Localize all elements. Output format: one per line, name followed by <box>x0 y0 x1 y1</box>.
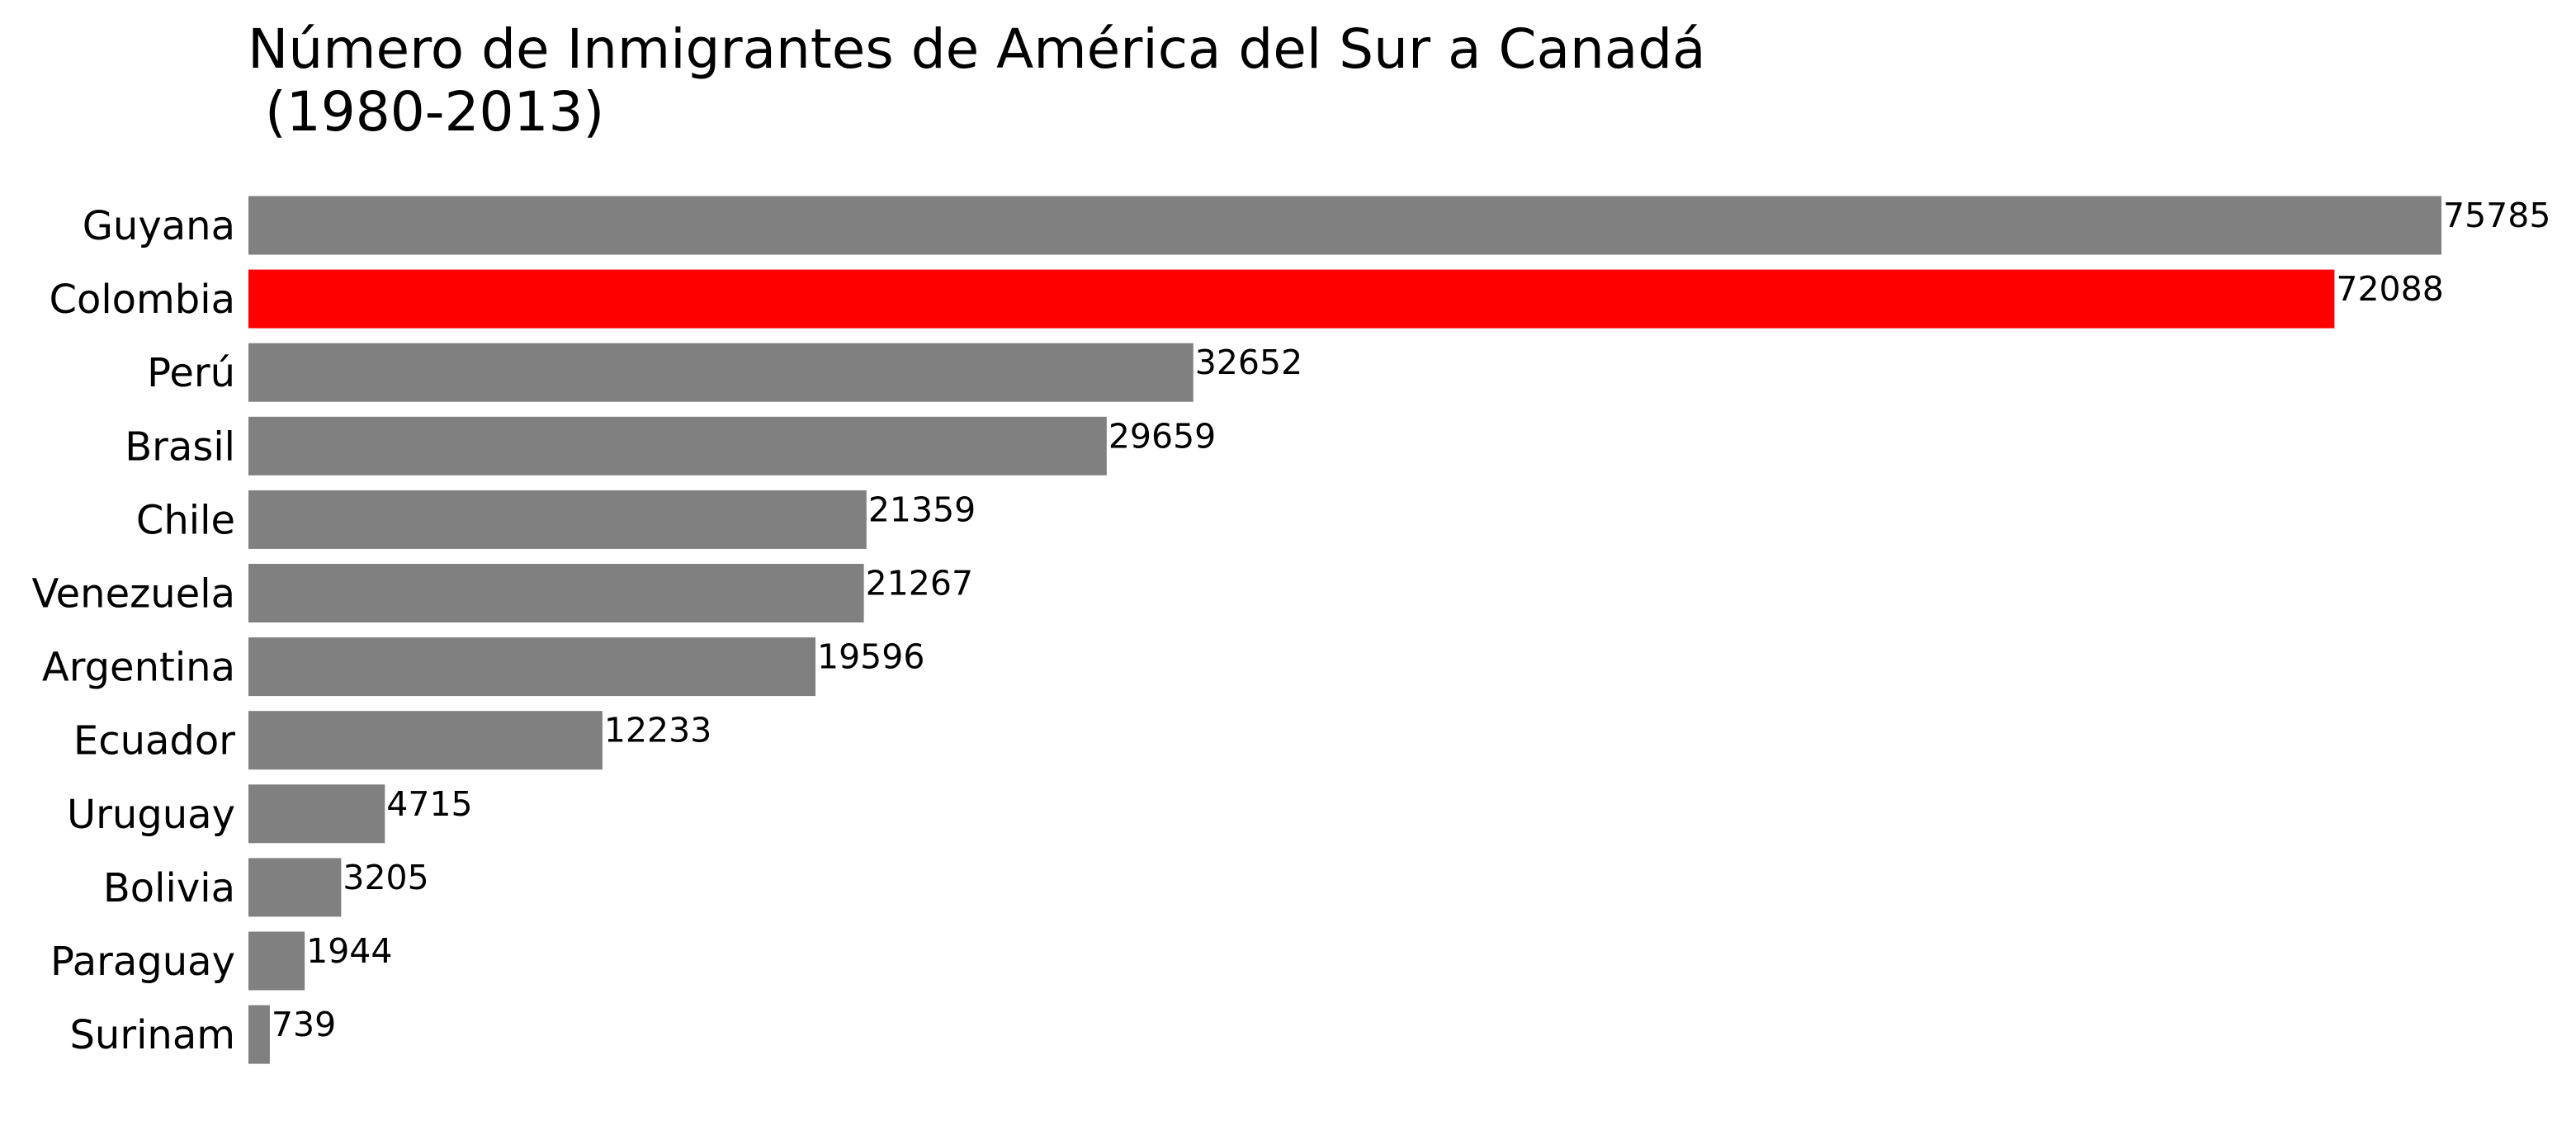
chart-title-line-1: Número de Inmigrantes de América del Sur… <box>248 17 1706 81</box>
bar-uruguay <box>248 784 385 844</box>
value-label-argentina: 19596 <box>817 637 924 677</box>
value-label-brasil: 29659 <box>1108 416 1216 456</box>
bar-ecuador <box>248 711 603 770</box>
bar-colombia <box>248 269 2335 329</box>
bar-paraguay <box>248 931 305 991</box>
bar-brasil <box>248 416 1107 476</box>
y-tick-label-ecuador: Ecuador <box>73 718 235 764</box>
value-label-ecuador: 12233 <box>604 711 711 750</box>
y-tick-label-surinam: Surinam <box>69 1012 235 1058</box>
bar-venezuela <box>248 564 864 622</box>
value-label-chile: 21359 <box>868 490 976 529</box>
bar-guyana <box>248 196 2441 255</box>
value-label-bolivia: 3205 <box>343 858 428 897</box>
y-tick-label-chile: Chile <box>136 497 235 543</box>
bar-peru <box>248 343 1193 402</box>
bar-bolivia <box>248 858 342 917</box>
bar-surinam <box>248 1005 270 1064</box>
y-tick-label-brasil: Brasil <box>125 424 235 470</box>
y-tick-label-uruguay: Uruguay <box>67 792 235 838</box>
chart-title: Número de Inmigrantes de América del Sur… <box>248 17 1723 144</box>
y-tick-label-argentina: Argentina <box>42 645 235 691</box>
value-label-uruguay: 4715 <box>386 784 472 824</box>
value-label-peru: 32652 <box>1195 343 1302 382</box>
value-label-venezuela: 21267 <box>866 564 973 603</box>
y-tick-label-bolivia: Bolivia <box>103 865 235 911</box>
chart-title-line-2: (1980-2013) <box>248 80 604 144</box>
y-tick-label-guyana: Guyana <box>83 203 235 249</box>
y-tick-label-venezuela: Venezuela <box>32 571 236 618</box>
bars-group <box>248 196 2441 1064</box>
bar-chile <box>248 490 867 549</box>
y-tick-label-colombia: Colombia <box>49 277 235 323</box>
value-label-paraguay: 1944 <box>306 931 392 971</box>
value-label-surinam: 739 <box>272 1005 336 1044</box>
bar-argentina <box>248 637 816 697</box>
y-tick-labels: Guyana Colombia Perú Brasil Chile Venezuela Ar… <box>32 203 236 1058</box>
y-tick-label-peru: Perú <box>147 350 235 396</box>
value-label-guyana: 75785 <box>2443 196 2550 235</box>
value-label-colombia: 72088 <box>2336 269 2443 309</box>
y-tick-label-paraguay: Paraguay <box>50 939 235 985</box>
